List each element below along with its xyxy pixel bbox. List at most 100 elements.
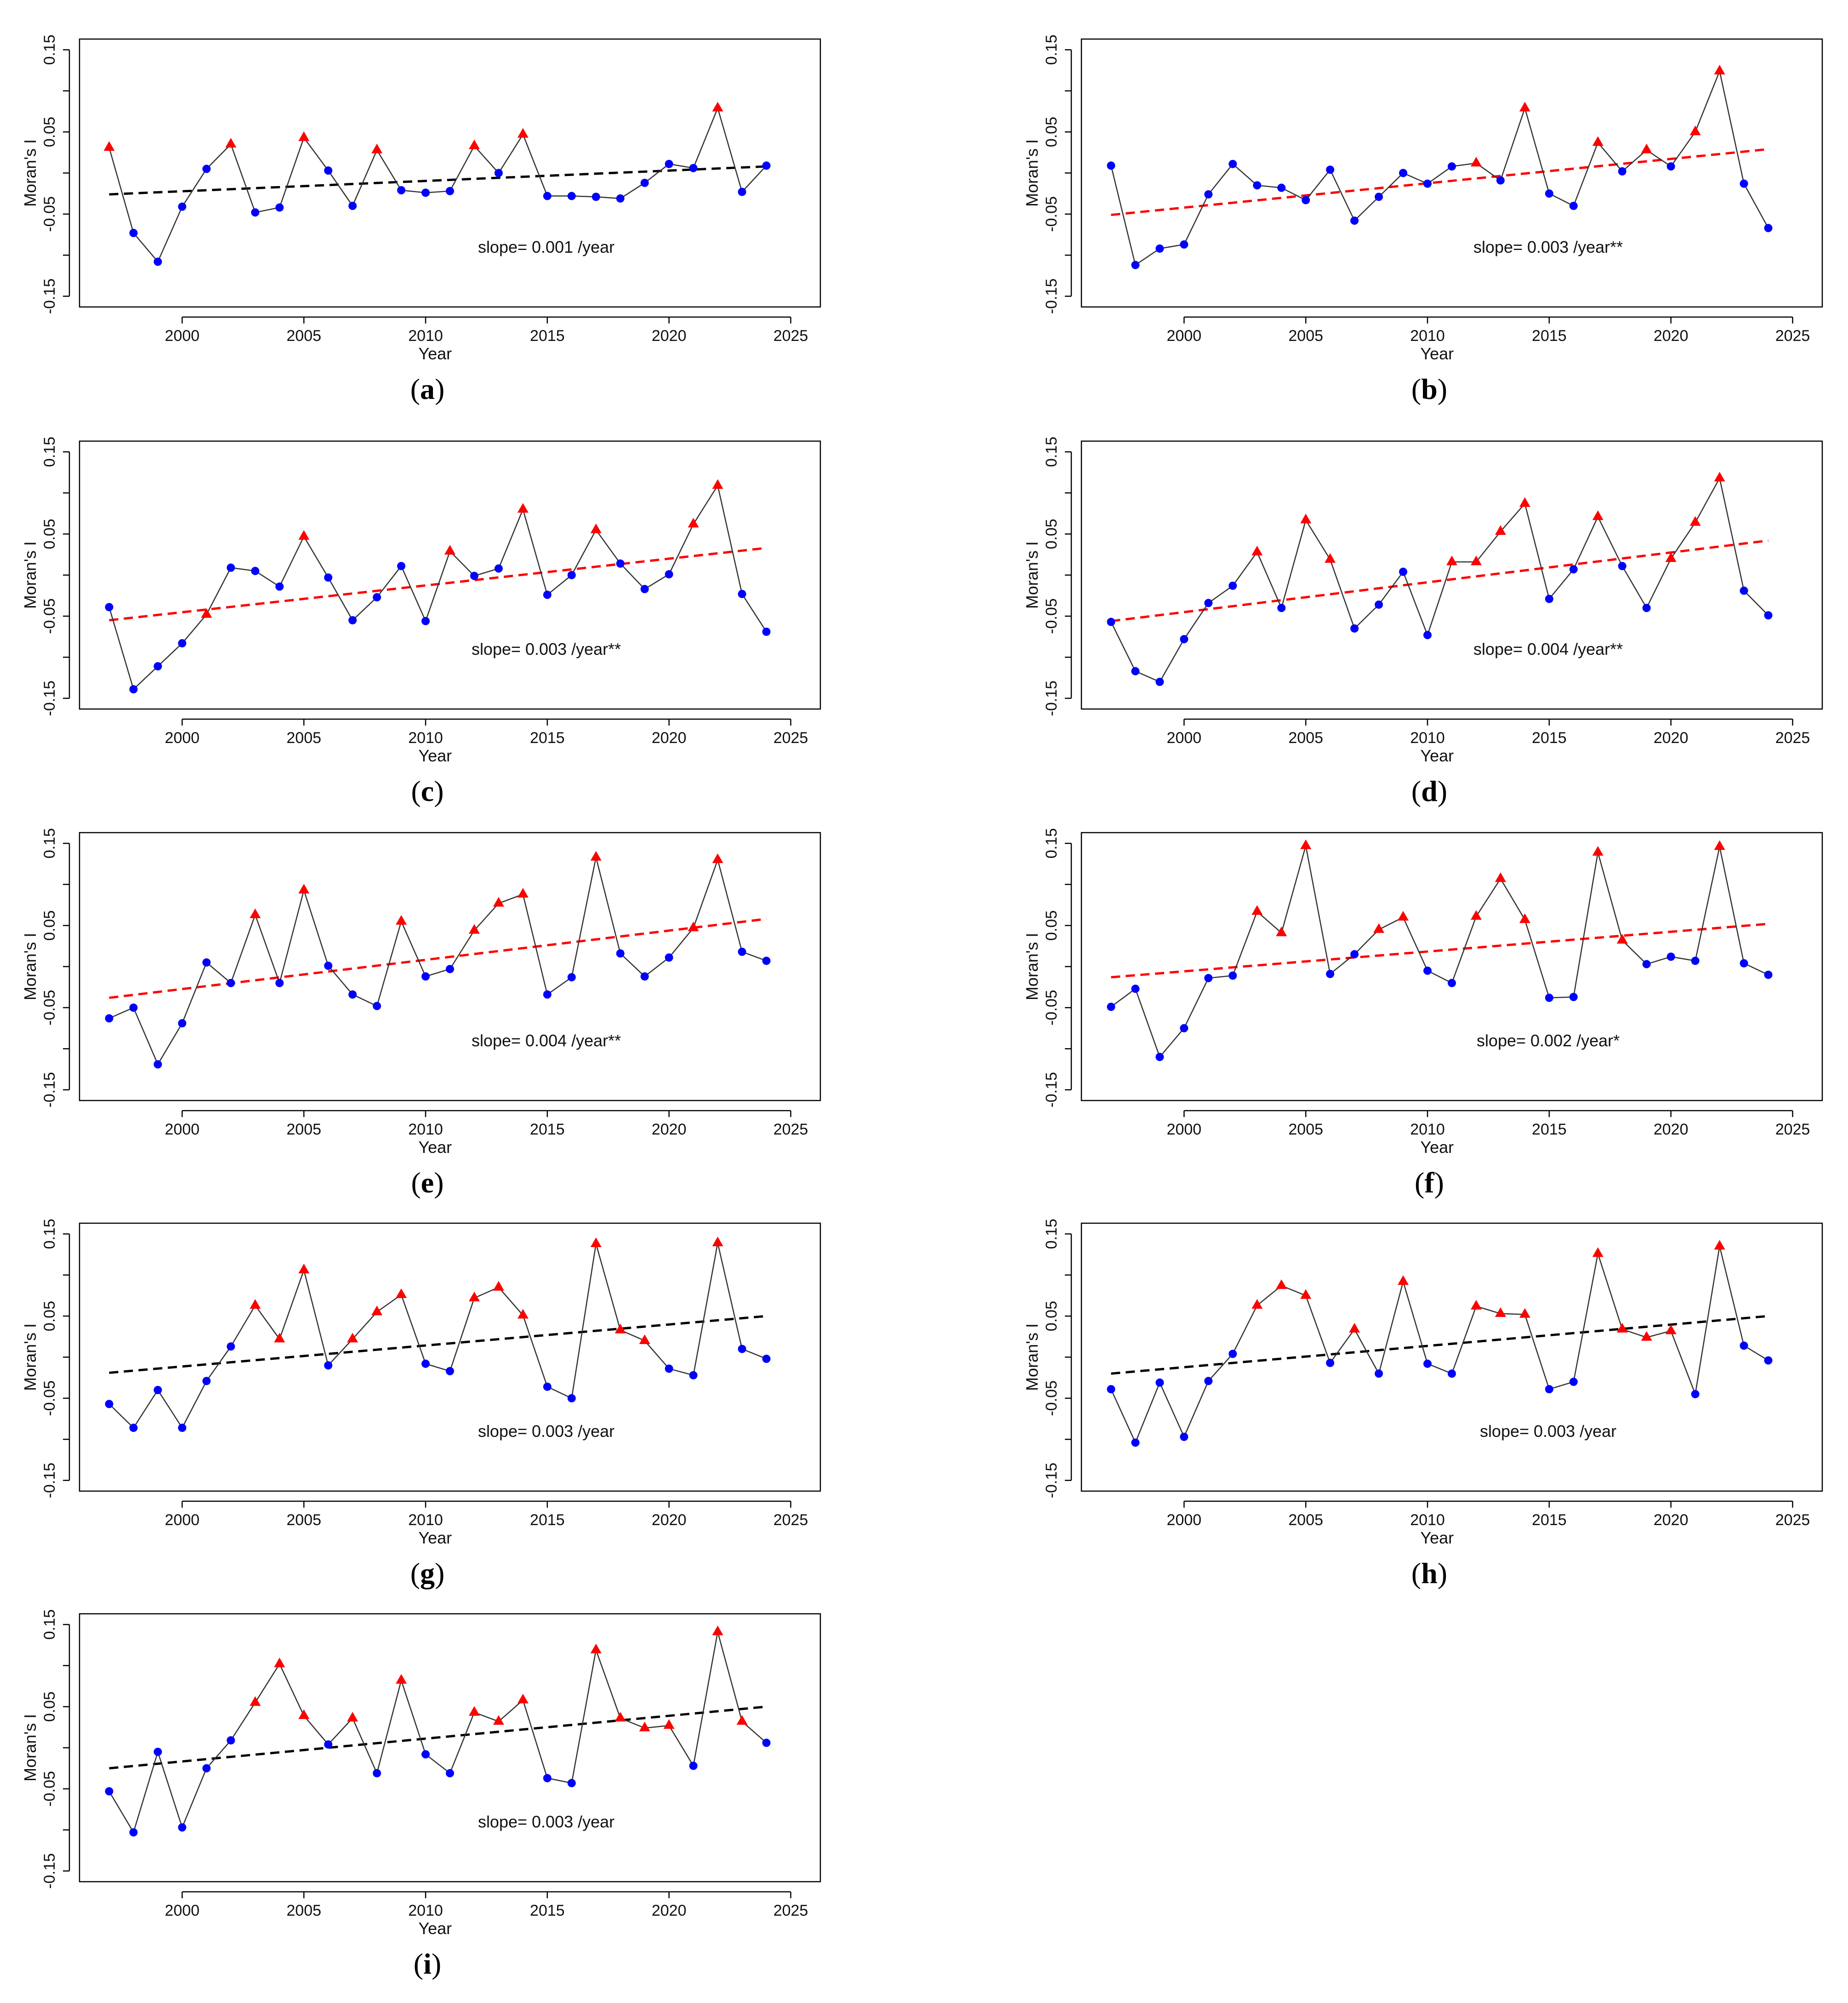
- y-axis-title: Moran's I: [21, 1323, 40, 1391]
- data-point-significant: [712, 853, 723, 863]
- data-point-significant: [347, 1333, 358, 1343]
- data-point: [1569, 565, 1578, 573]
- y-tick-label: 0.05: [1043, 117, 1060, 147]
- data-point: [543, 1382, 552, 1391]
- data-point-significant: [396, 1674, 407, 1684]
- x-axis-title: Year: [1420, 746, 1454, 765]
- data-point: [762, 1738, 771, 1747]
- data-point: [1228, 159, 1237, 168]
- x-tick-label: 2015: [530, 729, 565, 747]
- x-axis-title: Year: [418, 344, 452, 363]
- y-tick-label: 0.15: [1043, 34, 1060, 65]
- data-point-significant: [468, 1706, 480, 1716]
- data-point: [421, 617, 430, 625]
- data-point-significant: [639, 1721, 650, 1731]
- data-point: [1545, 189, 1553, 198]
- data-point: [1642, 604, 1651, 613]
- data-point: [1204, 190, 1213, 199]
- plot-frame: [1080, 440, 1823, 710]
- data-point: [1131, 667, 1140, 675]
- y-tick-label: -0.15: [1043, 681, 1060, 716]
- y-axis-title: Moran's I: [21, 541, 40, 609]
- y-tick-label: -0.15: [1043, 278, 1060, 314]
- data-point-significant: [1714, 1240, 1725, 1250]
- data-point: [202, 1764, 211, 1773]
- data-point: [129, 229, 138, 238]
- data-point-significant: [493, 1281, 504, 1291]
- data-point-significant: [517, 1309, 529, 1319]
- data-point: [129, 1828, 138, 1837]
- data-point: [154, 662, 162, 670]
- chart-panel-f: 2000 2005 2010 2015 2020 2025 Year -0.15 -0.05 0.…: [1023, 828, 1823, 1199]
- data-point: [202, 1377, 211, 1385]
- x-axis-title: Year: [418, 1919, 452, 1938]
- x-tick-label: 2005: [286, 327, 321, 345]
- data-point: [470, 572, 478, 580]
- x-tick-label: 2005: [1288, 729, 1323, 747]
- data-point-significant: [371, 1305, 383, 1316]
- x-tick-label: 2025: [1775, 1511, 1810, 1529]
- data-point: [567, 571, 576, 579]
- data-point-significant: [1592, 846, 1603, 856]
- data-point: [446, 187, 454, 195]
- data-point: [178, 1019, 187, 1027]
- data-point: [446, 1769, 454, 1777]
- data-point: [738, 948, 746, 956]
- data-point: [665, 1364, 673, 1373]
- y-tick-label: 0.15: [41, 828, 58, 858]
- data-point: [324, 166, 333, 175]
- data-point: [543, 590, 552, 599]
- data-point: [1618, 167, 1626, 176]
- data-point-significant: [517, 503, 529, 513]
- data-point: [1666, 162, 1675, 171]
- data-point-significant: [493, 897, 504, 907]
- data-point: [543, 1774, 552, 1782]
- y-tick-label: -0.15: [1043, 1463, 1060, 1498]
- x-tick-label: 2000: [1167, 327, 1202, 345]
- trend-line: [109, 1705, 767, 1770]
- data-point-significant: [1616, 1322, 1628, 1333]
- x-tick-label: 2005: [1288, 1511, 1323, 1529]
- data-point: [689, 1371, 698, 1379]
- series-line: [1110, 1246, 1769, 1444]
- data-point-significant: [201, 608, 212, 618]
- data-point: [1350, 624, 1359, 633]
- y-tick-label: 0.15: [1043, 1219, 1060, 1249]
- slope-annotation: slope= 0.003 /year**: [472, 640, 621, 658]
- data-point: [348, 990, 357, 999]
- data-point: [227, 563, 235, 572]
- data-point-significant: [444, 545, 455, 555]
- data-point-significant: [396, 915, 407, 925]
- y-tick-label: 0.15: [1043, 437, 1060, 467]
- y-tick-label: -0.15: [41, 278, 58, 314]
- data-point: [1204, 974, 1213, 982]
- data-point: [1691, 956, 1700, 965]
- data-point: [591, 193, 600, 201]
- y-tick-label: 0.15: [41, 437, 58, 467]
- x-tick-label: 2000: [165, 1511, 200, 1529]
- data-point-significant: [1689, 125, 1701, 136]
- data-point: [1155, 244, 1164, 253]
- data-point-significant: [1276, 1279, 1287, 1289]
- plot-frame: [79, 1222, 821, 1492]
- data-point: [1180, 635, 1188, 643]
- data-point: [1253, 181, 1262, 190]
- series-line: [108, 106, 767, 263]
- x-tick-label: 2005: [286, 729, 321, 747]
- data-point: [1228, 971, 1237, 980]
- data-point: [446, 1367, 454, 1375]
- data-point: [738, 187, 746, 196]
- x-axis-title: Year: [1420, 1138, 1454, 1157]
- data-point: [567, 1779, 576, 1787]
- trend-line: [109, 165, 767, 196]
- series-line: [108, 1632, 767, 1834]
- data-point-significant: [1641, 1331, 1652, 1341]
- data-point: [178, 1823, 187, 1832]
- data-point: [227, 979, 235, 987]
- data-point: [567, 192, 576, 200]
- data-point-significant: [1616, 934, 1628, 944]
- data-point: [421, 972, 430, 981]
- y-tick-label: -0.05: [1043, 990, 1060, 1026]
- y-tick-label: -0.05: [1043, 598, 1060, 634]
- x-tick-label: 2015: [1532, 1121, 1567, 1138]
